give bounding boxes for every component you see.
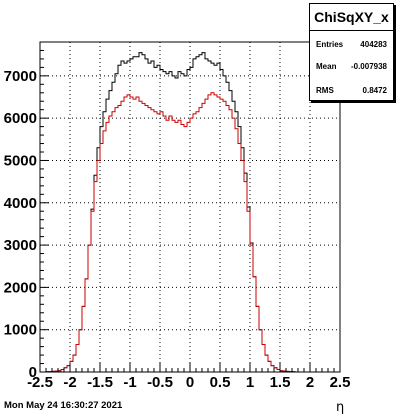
y-tick-label: 3000 [4,237,37,254]
stats-box: ChiSqXY_x Entries 404283 Mean -0.007938 … [309,3,394,101]
y-tick-label: 0 [29,364,37,381]
stats-value: -0.007938 [350,62,387,71]
stats-label: Mean [316,62,337,71]
x-tick-label: -0.5 [147,374,173,391]
tick-labels: -2.5 -2 -1.5 -1 -0.5 0 0.5 1 1.5 2 2.5 0 1000 2000 300… [4,68,351,391]
stats-row-entries: Entries 404283 [316,40,387,49]
stats-row-rms: RMS 0.8472 [316,86,387,95]
grid-lines [40,42,340,372]
y-tick-label: 7000 [4,68,37,85]
histogram-series-2 [40,92,340,373]
x-tick-label: -1 [123,374,136,391]
stats-row-mean: Mean -0.007938 [316,62,387,71]
stats-label: RMS [316,86,334,95]
x-tick-label: 2.5 [330,374,351,391]
timestamp: Mon May 24 16:30:27 2021 [4,400,123,411]
x-tick-label: -1.5 [87,374,113,391]
y-tick-label: 1000 [4,322,37,339]
histogram-series [40,52,340,373]
stats-value: 404283 [360,40,387,49]
x-axis-title: η [336,400,344,414]
x-tick-label: -2.5 [27,374,53,391]
y-tick-label: 5000 [4,152,37,169]
histogram-series-1 [40,52,340,373]
x-tick-label: 0.5 [210,374,231,391]
x-tick-label: 1 [246,374,254,391]
stats-value: 0.8472 [362,86,387,95]
stats-label: Entries [316,40,344,49]
x-tick-label: -2 [63,374,76,391]
axis-ticks [39,41,341,373]
x-tick-label: 2 [306,374,314,391]
x-tick-label: 1.5 [270,374,291,391]
y-tick-label: 6000 [4,110,37,127]
x-tick-label: 0 [186,374,194,391]
y-tick-label: 2000 [4,279,37,296]
y-tick-label: 4000 [4,195,37,212]
stats-title: ChiSqXY_x [310,4,393,31]
